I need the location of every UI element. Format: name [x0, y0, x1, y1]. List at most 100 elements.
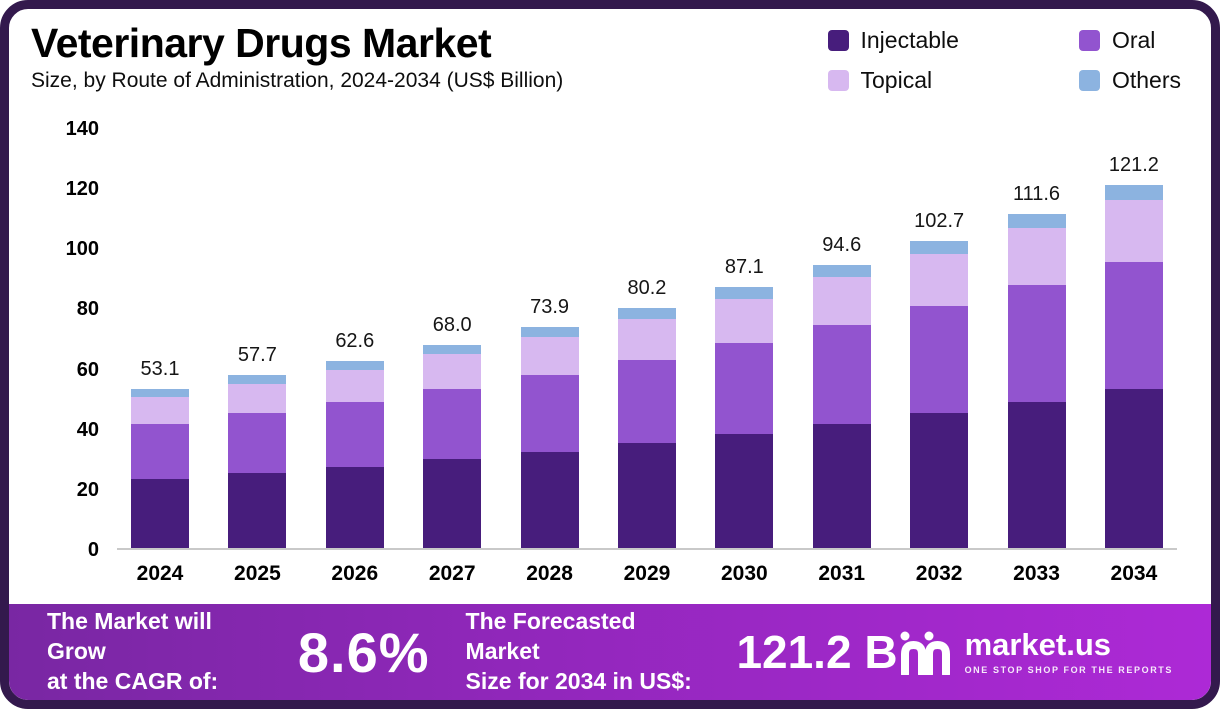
bar-group-2025: 57.7 2025	[228, 129, 287, 585]
footer-banner: The Market will Grow at the CAGR of: 8.6…	[9, 604, 1211, 700]
bar-segment-topical-2032	[910, 253, 969, 307]
chart-area: 0 20 40 60 80 100 120 140 53.1 2024 57.7 2025 62.6 2…	[21, 105, 1191, 604]
legend-label: Topical	[860, 67, 933, 93]
y-axis-tick-100: 100	[65, 238, 99, 261]
stacked-bar-2027	[423, 344, 482, 548]
bar-segment-injectable-2027	[423, 459, 482, 548]
stacked-bar-2025	[228, 375, 287, 548]
bar-segment-injectable-2026	[325, 466, 384, 548]
x-axis-label-2028: 2028	[526, 562, 573, 585]
title-block: Veterinary Drugs Market Size, by Route o…	[31, 20, 564, 105]
bar-total-label-2033: 111.6	[1012, 183, 1061, 205]
bar-segment-oral-2034	[1104, 262, 1163, 389]
bar-segment-topical-2026	[325, 369, 384, 402]
y-axis: 0 20 40 60 80 100 120 140	[21, 118, 99, 561]
bar-segment-others-2028	[520, 326, 579, 338]
legend-item-injectable: Injectable	[827, 27, 959, 54]
y-axis-tick-60: 60	[76, 358, 99, 381]
bar-segment-oral-2026	[325, 401, 384, 467]
y-axis-tick-40: 40	[76, 418, 99, 441]
bar-total-label-2025: 57.7	[237, 344, 277, 367]
bar-segment-oral-2033	[1007, 285, 1066, 402]
bar-segment-others-2034	[1104, 185, 1163, 200]
bar-segment-injectable-2033	[1007, 401, 1066, 548]
bar-segment-others-2026	[325, 360, 384, 370]
bar-group-2033: 111.6 2033	[1007, 129, 1066, 585]
bar-segment-injectable-2025	[228, 473, 287, 548]
x-axis-label-2032: 2032	[915, 562, 963, 585]
legend-swatch-oral	[1078, 30, 1100, 51]
bar-segment-topical-2024	[131, 396, 189, 425]
bar-group-2030: 87.1 2030	[715, 129, 774, 585]
legend-item-oral: Oral	[1078, 27, 1181, 54]
bar-segment-injectable-2032	[910, 413, 969, 548]
bar-segment-oral-2031	[812, 325, 871, 425]
x-axis-label-2033: 2033	[1013, 562, 1060, 585]
bar-segment-oral-2032	[910, 306, 969, 414]
legend-item-others: Others	[1078, 67, 1181, 94]
bar-segment-others-2031	[812, 264, 871, 277]
y-axis-tick-140: 140	[65, 118, 99, 140]
bar-total-label-2027: 68.0	[432, 313, 472, 336]
bar-segment-topical-2034	[1104, 199, 1163, 263]
plot-area: 53.1 2024 57.7 2025 62.6 2026 68.0 2027 73.9 2028…	[117, 129, 1177, 585]
bar-group-2032: 102.7 2032	[910, 129, 969, 585]
bar-total-label-2034: 121.2	[1108, 154, 1159, 177]
bar-group-2027: 68.0 2027	[423, 129, 482, 585]
bar-segment-oral-2027	[423, 388, 482, 460]
x-axis-label-2024: 2024	[136, 562, 184, 585]
y-axis-tick-80: 80	[76, 298, 99, 321]
marketus-logo-icon	[900, 631, 950, 675]
bar-total-label-2032: 102.7	[914, 209, 965, 232]
brand-name: market.us	[964, 627, 1112, 662]
legend-swatch-topical	[827, 70, 849, 91]
chart-subtitle: Size, by Route of Administration, 2024-2…	[31, 69, 564, 93]
forecast-value: 121.2 B	[736, 626, 898, 678]
x-axis-label-2025: 2025	[234, 562, 281, 585]
bar-segment-topical-2028	[520, 337, 579, 375]
bar-total-label-2030: 87.1	[724, 256, 764, 279]
stacked-bar-2034	[1104, 185, 1163, 548]
bar-segment-topical-2029	[617, 318, 676, 360]
page-title: Veterinary Drugs Market	[31, 20, 492, 66]
x-axis-label-2026: 2026	[331, 562, 379, 585]
bar-segment-injectable-2030	[715, 433, 774, 548]
bar-segment-injectable-2024	[131, 479, 189, 548]
legend-swatch-injectable	[827, 30, 849, 51]
bar-group-2028: 73.9 2028	[520, 129, 579, 585]
bar-total-label-2024: 53.1	[140, 358, 180, 381]
bar-segment-injectable-2029	[617, 443, 676, 548]
stacked-bar-2031	[812, 264, 871, 548]
bar-segment-injectable-2031	[812, 424, 871, 548]
marketus-brand: market.us ONE STOP SHOP FOR THE REPORTS	[898, 629, 1173, 675]
bar-segment-oral-2030	[715, 343, 774, 434]
bar-segment-others-2029	[617, 308, 676, 319]
stacked-bar-2033	[1007, 214, 1066, 548]
stacked-bar-2028	[520, 326, 579, 548]
x-axis-label-2034: 2034	[1110, 562, 1158, 585]
bar-total-label-2028: 73.9	[530, 295, 570, 318]
y-axis-tick-0: 0	[87, 539, 99, 561]
stacked-bar-2032	[910, 240, 969, 548]
bar-segment-topical-2030	[715, 298, 774, 344]
bar-segment-others-2025	[228, 375, 287, 384]
legend-label: Oral	[1111, 27, 1156, 53]
bar-segment-others-2030	[715, 287, 774, 299]
bar-group-2031: 94.6 2031	[812, 129, 871, 585]
stacked-bar-2030	[715, 287, 774, 548]
bar-segment-injectable-2028	[520, 451, 579, 548]
x-axis-label-2029: 2029	[623, 562, 671, 585]
bar-group-2026: 62.6 2026	[325, 129, 384, 585]
bar-segment-oral-2025	[228, 413, 287, 474]
y-axis-tick-20: 20	[76, 478, 99, 501]
bar-segment-injectable-2034	[1104, 388, 1163, 548]
legend-item-topical: Topical	[827, 67, 959, 94]
bar-segment-others-2033	[1007, 214, 1066, 228]
bar-total-label-2029: 80.2	[627, 276, 667, 299]
stacked-bar-2026	[325, 360, 384, 548]
cagr-label: The Market will Grow at the CAGR of:	[47, 608, 219, 694]
brand-tagline: ONE STOP SHOP FOR THE REPORTS	[964, 665, 1173, 675]
bar-total-label-2031: 94.6	[822, 233, 862, 256]
legend: Injectable Oral Topical Others	[827, 27, 1181, 105]
